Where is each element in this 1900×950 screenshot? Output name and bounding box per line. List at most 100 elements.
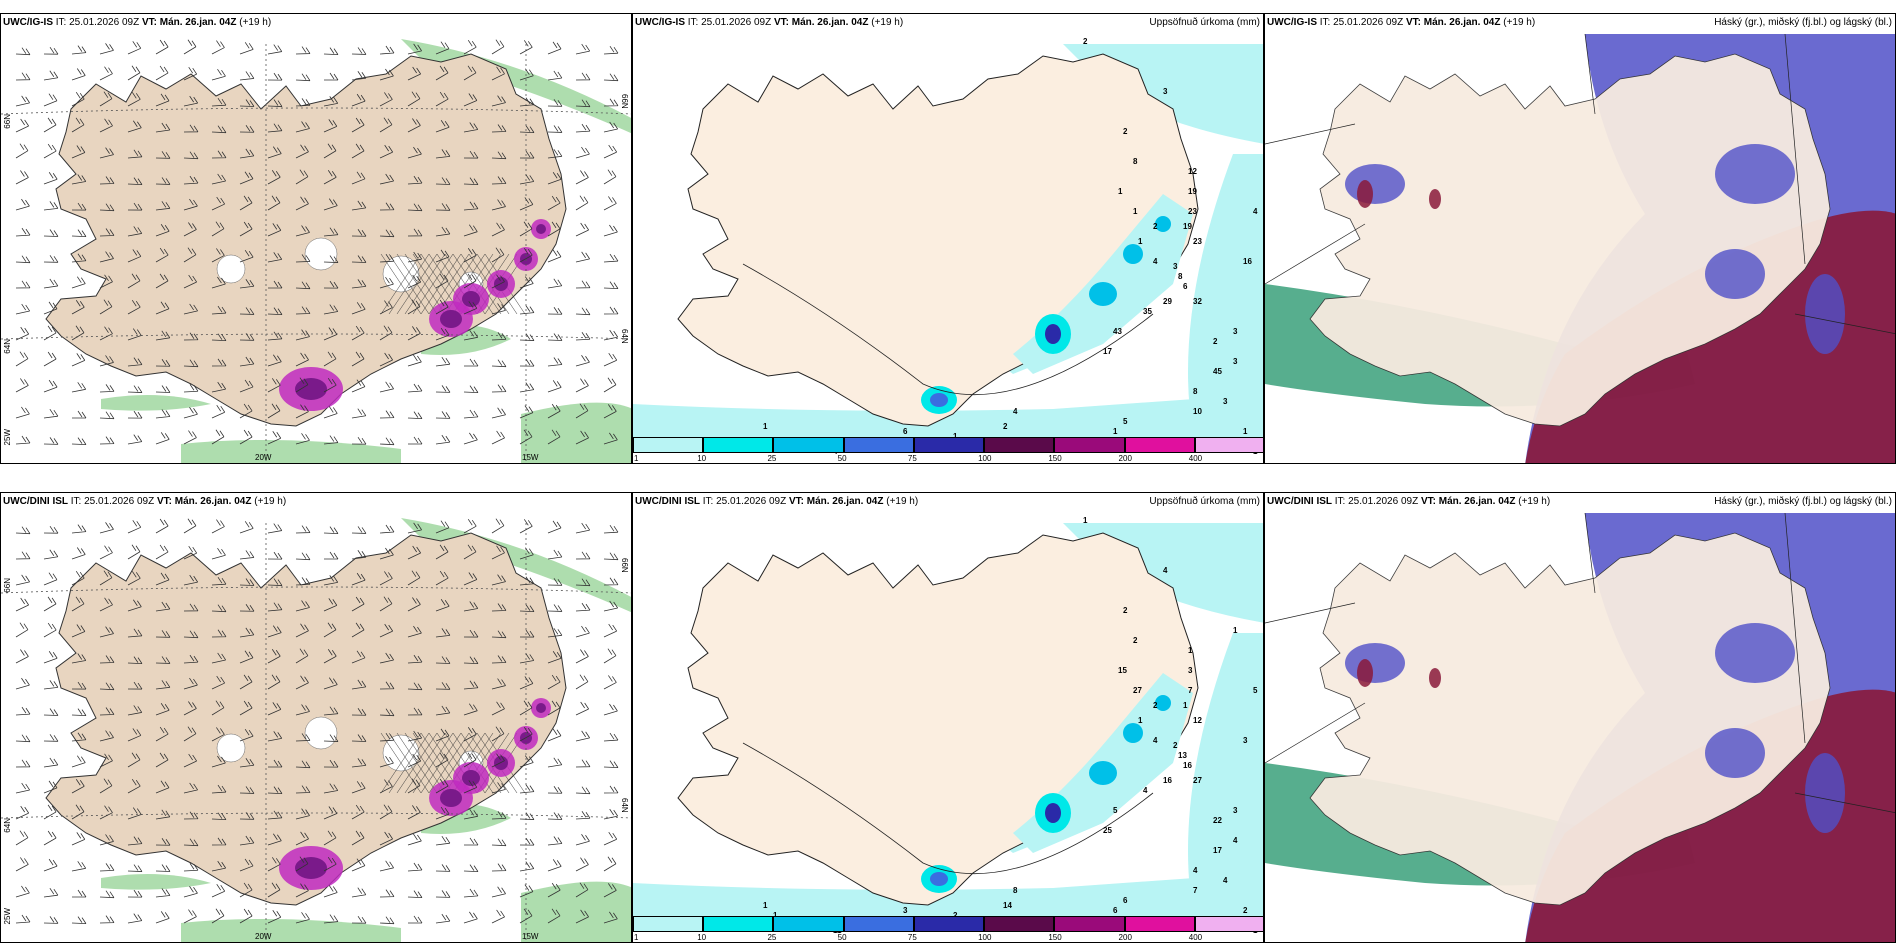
lat-label-64n: 64N: [3, 818, 12, 833]
wind-barb: [491, 701, 505, 716]
wind-barb: [407, 91, 421, 107]
wind-barb: [463, 629, 479, 638]
colorbar-segment: [913, 916, 985, 932]
wind-barb: [183, 677, 198, 690]
wind-barb: [155, 680, 171, 690]
wind-barb: [211, 196, 226, 211]
wind-barb: [323, 677, 338, 690]
wind-barb: [295, 831, 309, 846]
wind-barb: [267, 431, 282, 445]
wind-barb: [323, 227, 339, 237]
wind-barb: [323, 351, 337, 367]
wind-barb: [211, 173, 226, 185]
wind-barbs: [15, 39, 619, 446]
wind-barb: [519, 429, 533, 445]
wind-barb: [99, 118, 113, 133]
wind-barb: [267, 649, 281, 664]
wind-barb: [379, 253, 395, 263]
wind-barb: [211, 381, 227, 393]
wind-barb: [407, 753, 422, 768]
wind-barb: [351, 650, 366, 664]
wind-barb: [575, 307, 591, 316]
glacier: [304, 237, 338, 271]
wind-barb: [43, 572, 58, 586]
wind-barb: [463, 911, 478, 924]
wind-barb: [211, 519, 225, 534]
wind-barb: [491, 678, 506, 690]
vt-label: VT: Mán. 26.jan. 04Z: [773, 17, 869, 28]
lead-label: (+19 h): [1503, 17, 1536, 28]
wind-barb: [267, 223, 282, 237]
wind-barb: [547, 836, 563, 846]
precip-panel-top: UWC/IG-IS IT: 25.01.2026 09Z VT: Mán. 26…: [632, 13, 1264, 464]
precip-value-label: 2: [1153, 701, 1158, 710]
wind-barb: [463, 518, 477, 534]
lat-line: [1, 333, 631, 340]
precip-core: [462, 770, 480, 786]
precip-value-label: 43: [1113, 327, 1122, 336]
wind-barb: [463, 780, 478, 794]
precip-value-label: 27: [1193, 776, 1202, 785]
wind-barb: [463, 680, 479, 690]
low-cloud-patch: [1357, 180, 1373, 208]
wind-barb: [267, 44, 283, 55]
lat-line: [1265, 123, 1356, 145]
precip-value-label: 4: [1253, 207, 1258, 216]
precip-value-label: 1: [1183, 701, 1188, 710]
lat-label-66n: 66N: [3, 114, 12, 129]
colorbar-segment: [1054, 437, 1125, 453]
cloud-panel-top: UWC/IG-IS IT: 25.01.2026 09Z VT: Mán. 26…: [1264, 13, 1896, 464]
wind-barb: [407, 707, 423, 716]
colorbar-tick-label: 100: [978, 933, 992, 942]
wind-barb: [99, 730, 114, 742]
precip-value-label: 3: [1163, 87, 1168, 96]
wind-barb: [183, 811, 199, 820]
wind-barb: [323, 255, 339, 263]
wind-barb: [379, 276, 394, 289]
wind-barb: [323, 649, 337, 664]
wind-barb: [127, 705, 143, 716]
precip-value-label: 4: [1013, 407, 1018, 416]
lat-label-right-66n: 66N: [620, 94, 629, 109]
wind-barb: [575, 909, 589, 924]
glacier: [216, 254, 246, 284]
wind-barb: [15, 805, 30, 820]
green-precip-area: [181, 919, 401, 942]
wind-barb: [379, 860, 394, 872]
wind-barb: [435, 434, 451, 445]
lead-label: (+19 h): [254, 496, 287, 507]
wind-barb: [351, 200, 367, 211]
wind-barb: [127, 728, 142, 742]
wind-barb: [295, 912, 310, 924]
wind-barb: [71, 681, 87, 690]
wind-barb: [43, 858, 58, 872]
wind-barb: [267, 857, 281, 872]
wind-barb: [211, 784, 227, 794]
precip-value-label: 3: [1243, 736, 1248, 745]
wind-barb: [71, 804, 85, 820]
wind-barb: [127, 836, 143, 846]
wind-barb: [575, 332, 591, 341]
wind-barb: [71, 68, 86, 81]
wind-barb: [351, 379, 366, 393]
wind-barb: [547, 249, 562, 263]
wind-barb: [43, 172, 58, 185]
lat-label-25w: 25W: [3, 429, 12, 446]
wind-barb: [15, 143, 29, 159]
precip-value-label: 1: [1133, 207, 1138, 216]
wind-barb: [519, 837, 535, 846]
wind-barb: [351, 758, 367, 768]
precip-value-label: 8: [1178, 272, 1183, 281]
wind-barb: [211, 755, 226, 768]
wind-barb: [183, 701, 197, 716]
iceland-land: [1309, 532, 1831, 906]
lat-line: [1265, 602, 1356, 624]
precip-value-label: 8: [1013, 886, 1018, 895]
wind-barb: [323, 377, 337, 393]
wind-barb: [547, 221, 561, 237]
colorbar-tick-label: 25: [767, 933, 777, 942]
wind-barb: [43, 351, 57, 367]
wind-barb: [239, 812, 255, 820]
wind-barb: [295, 306, 311, 315]
wind-barb: [127, 92, 141, 107]
